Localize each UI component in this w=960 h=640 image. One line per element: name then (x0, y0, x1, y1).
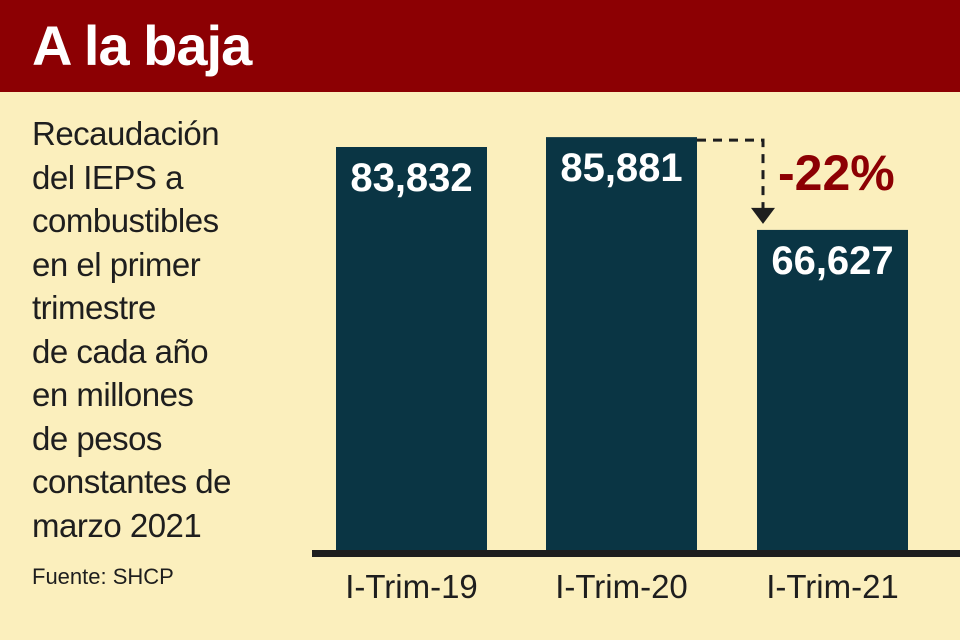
header-banner: A la baja (0, 0, 960, 92)
bar (546, 137, 697, 551)
description-line: en el primer (32, 245, 201, 283)
description-line: de pesos (32, 419, 162, 457)
bar (757, 229, 908, 551)
source-note: Fuente: SHCP (32, 564, 174, 589)
description-line: Recaudación (32, 115, 220, 152)
description-line: combustibles (32, 202, 219, 239)
bar (336, 147, 487, 551)
bar-value-label: 83,832 (350, 156, 472, 200)
page-title: A la baja (32, 14, 252, 77)
bar-value-label: 85,881 (560, 146, 682, 190)
description-line: de cada año (32, 332, 209, 370)
category-label: I-Trim-19 (345, 568, 478, 605)
description-line: del IEPS a (32, 158, 183, 196)
category-label: I-Trim-21 (766, 568, 899, 605)
x-axis-line (312, 550, 960, 557)
bar-value-label: 66,627 (771, 239, 893, 283)
description-line: en millones (32, 376, 194, 413)
change-connector (697, 138, 765, 210)
description-line: constantes de (32, 463, 231, 500)
chart-description: Recaudación del IEPS a combustibles en e… (32, 112, 302, 547)
change-percent-label: -22% (778, 145, 895, 201)
category-label: I-Trim-20 (555, 568, 688, 605)
description-line: trimestre (32, 289, 156, 326)
arrow-down-icon (751, 207, 775, 224)
description-line: marzo 2021 (32, 506, 202, 544)
